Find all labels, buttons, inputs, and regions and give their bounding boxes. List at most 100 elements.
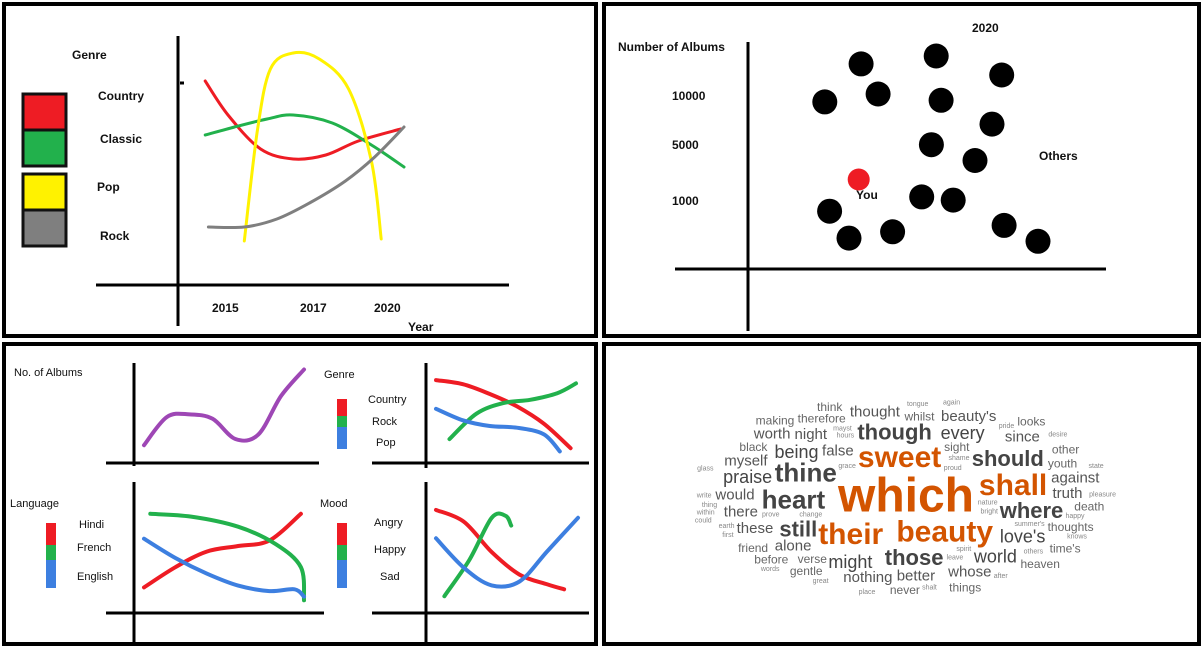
plot-area bbox=[812, 43, 1051, 254]
word-cloud-word: think bbox=[817, 400, 843, 414]
series-line-country bbox=[203, 79, 403, 161]
mood-plot bbox=[434, 507, 580, 599]
word-cloud-word: would bbox=[714, 487, 754, 504]
word-cloud-word: love's bbox=[1000, 526, 1045, 546]
word-cloud-word: still bbox=[779, 517, 817, 542]
legend-label-angry: Angry bbox=[374, 517, 403, 529]
word-cloud-word: time's bbox=[1050, 542, 1081, 556]
albums-plot bbox=[142, 367, 306, 448]
scatter-point-others bbox=[812, 89, 838, 115]
word-cloud-word: heart bbox=[762, 485, 826, 515]
word-cloud-word: first bbox=[722, 532, 733, 539]
word-cloud-word: making bbox=[756, 414, 795, 428]
legend-title: Genre bbox=[72, 48, 107, 62]
legend-label-english: English bbox=[77, 571, 113, 583]
x-tick-label: 2017 bbox=[300, 301, 327, 315]
legend-swatch-pop bbox=[21, 172, 68, 212]
word-cloud-word: write bbox=[696, 493, 712, 500]
word-cloud-word: could bbox=[695, 518, 712, 525]
scatter-point-you bbox=[847, 168, 870, 191]
word-cloud-word: these bbox=[737, 520, 774, 537]
legend-swatch-country bbox=[21, 92, 68, 132]
x-tick-labels: 2015 2017 2020 bbox=[212, 301, 401, 315]
word-cloud-word: nothing bbox=[843, 569, 892, 586]
word-cloud-word: gentle bbox=[790, 564, 823, 578]
x-tick-label: 2015 bbox=[212, 301, 239, 315]
language-legend-title: Language bbox=[10, 498, 59, 510]
word-cloud-word: mayst bbox=[833, 426, 852, 433]
word-cloud-word: bright bbox=[980, 509, 998, 516]
legend-swatch-sad bbox=[337, 560, 347, 588]
word-cloud-word: therefore bbox=[798, 412, 846, 426]
albums-y-label: No. of Albums bbox=[14, 367, 83, 379]
genre-legend: Country Rock Pop bbox=[337, 394, 407, 449]
word-cloud-word: again bbox=[943, 399, 960, 406]
word-cloud-panel: which sweet beauty shall their heart thine shou… bbox=[602, 342, 1201, 646]
series-line-happy bbox=[442, 511, 514, 599]
word-cloud-word: beauty's bbox=[941, 408, 996, 425]
word-cloud-word: earth bbox=[719, 523, 735, 530]
word-cloud-word: praise bbox=[723, 467, 772, 487]
y-tick-label: 5000 bbox=[672, 138, 699, 152]
scatter-point-others bbox=[880, 219, 906, 245]
legend-label-rock: Rock bbox=[100, 229, 130, 243]
scatter-point-others bbox=[979, 111, 1005, 137]
legend-swatch-classic bbox=[21, 128, 68, 168]
legend-swatch-rock bbox=[337, 416, 347, 427]
word-cloud-word: words bbox=[760, 566, 780, 573]
word-cloud-word: proud bbox=[944, 465, 962, 472]
word-cloud-word: truth bbox=[1052, 485, 1082, 502]
series-line-angry bbox=[434, 507, 567, 592]
word-cloud-word: youth bbox=[1048, 456, 1077, 470]
word-cloud-word: black bbox=[739, 440, 768, 454]
word-cloud-word: within bbox=[696, 510, 715, 517]
word-cloud-word: those bbox=[885, 545, 944, 570]
word-cloud-word: which bbox=[837, 470, 974, 523]
legend-label-rock: Rock bbox=[372, 416, 398, 428]
word-cloud-word: state bbox=[1089, 463, 1104, 470]
series-line-classic bbox=[203, 113, 406, 169]
plot-area bbox=[203, 50, 406, 243]
others-label: Others bbox=[1039, 149, 1078, 163]
word-cloud-word: better bbox=[897, 568, 935, 585]
legend-label-country: Country bbox=[368, 394, 407, 406]
series-line-hindi bbox=[142, 511, 303, 590]
word-cloud-word: tongue bbox=[907, 401, 929, 408]
legend-swatch-english bbox=[46, 560, 56, 588]
genre-line-chart-panel: Genre Country Classic Pop Rock 2015 2017 2020… bbox=[2, 2, 598, 338]
series-line-rock bbox=[447, 381, 578, 442]
legend-label-pop: Pop bbox=[97, 180, 120, 194]
word-cloud-word: things bbox=[949, 580, 981, 594]
legend-swatch-hindi bbox=[46, 523, 56, 545]
word-cloud-word: other bbox=[1052, 443, 1079, 457]
word-cloud-word: grace bbox=[838, 463, 856, 470]
mini-charts-panel: No. of Albums Genre Country Rock Pop Langu… bbox=[2, 342, 598, 646]
albums-scatter-panel: 2020 Number of Albums 10000 5000 1000 You … bbox=[602, 2, 1201, 338]
scatter-point-others bbox=[848, 51, 874, 77]
word-cloud-word: pleasure bbox=[1089, 491, 1116, 498]
legend-swatch-french bbox=[46, 545, 56, 560]
you-label: You bbox=[856, 188, 878, 202]
word-cloud-word: glass bbox=[697, 466, 714, 473]
scatter-point-others bbox=[817, 198, 843, 224]
word-cloud-word: false bbox=[822, 442, 854, 459]
word-cloud-word: desire bbox=[1048, 432, 1067, 439]
word-cloud-word: verse bbox=[798, 552, 828, 566]
word-cloud-word: whilst bbox=[903, 410, 935, 424]
legend-label-happy: Happy bbox=[374, 544, 406, 556]
word-cloud-word: might bbox=[828, 552, 872, 572]
word-cloud-word: every bbox=[941, 423, 985, 443]
series-line-sad bbox=[434, 515, 580, 589]
language-legend: Hindi French English bbox=[46, 519, 113, 588]
word-cloud-word: after bbox=[994, 573, 1009, 580]
word-cloud-word: thine bbox=[775, 457, 837, 487]
y-tick-label: 10000 bbox=[672, 89, 706, 103]
genre-plot bbox=[434, 378, 578, 454]
word-cloud-word: worth bbox=[753, 426, 791, 443]
legend-label-hindi: Hindi bbox=[79, 519, 104, 531]
legend-label-french: French bbox=[77, 542, 111, 554]
word-cloud-word: spirit bbox=[956, 546, 971, 553]
word-cloud-word: happy bbox=[1065, 513, 1085, 520]
legend-label-sad: Sad bbox=[380, 571, 400, 583]
